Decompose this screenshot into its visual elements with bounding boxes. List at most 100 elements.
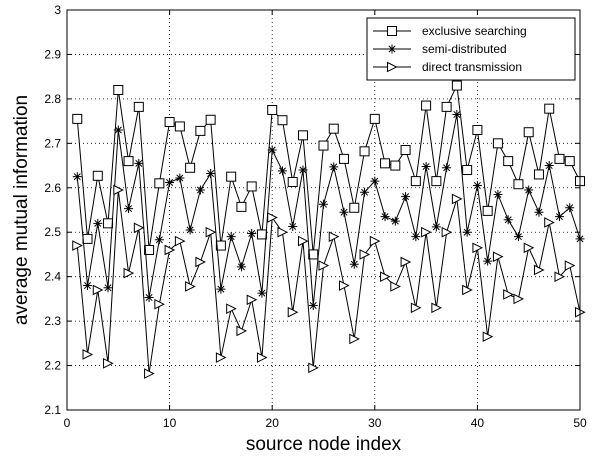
axis-ticks: 0 10 20 30 40 50 2.1 2.2 2.3 2.4 2.5 2.6 2.7 2.8 2.9 3: [44, 3, 587, 430]
data-point: [82, 349, 94, 360]
data-point: [493, 189, 503, 199]
data-point: [195, 125, 206, 136]
data-point: [410, 176, 421, 187]
series-layer: [72, 80, 586, 379]
data-point: [401, 192, 411, 202]
x-tick-label: 30: [368, 416, 382, 430]
data-point: [451, 80, 462, 91]
data-point: [472, 125, 483, 135]
data-point: [472, 242, 484, 254]
data-point: [328, 231, 340, 242]
x-tick-label: 10: [163, 416, 177, 430]
data-point: [247, 229, 257, 239]
data-point: [124, 204, 134, 214]
y-tick-label: 2.5: [44, 225, 61, 239]
data-point: [134, 158, 144, 168]
data-point: [195, 185, 205, 195]
data-point: [431, 176, 442, 187]
series-line: [76, 189, 581, 374]
data-point: [380, 158, 391, 169]
data-point: [462, 284, 473, 296]
legend-label: direct transmission: [422, 60, 522, 74]
data-point: [472, 181, 482, 191]
data-point: [236, 325, 248, 337]
data-point: [113, 85, 124, 95]
data-point: [400, 256, 412, 268]
data-point: [544, 161, 554, 171]
data-point: [554, 212, 564, 222]
series-1: [72, 80, 585, 260]
y-tick-label: 2.2: [44, 359, 61, 373]
data-point: [554, 153, 565, 164]
data-point: [185, 225, 195, 235]
data-point: [483, 256, 493, 266]
data-point: [462, 165, 473, 175]
data-point: [390, 281, 401, 292]
data-point: [165, 177, 175, 187]
data-point: [421, 226, 432, 238]
data-point: [482, 205, 493, 216]
data-point: [411, 232, 421, 242]
data-point: [339, 207, 349, 217]
data-point: [195, 256, 206, 268]
data-point: [421, 161, 431, 171]
data-point: [287, 177, 298, 187]
data-point: [503, 215, 513, 225]
data-point: [215, 240, 226, 251]
data-point: [441, 226, 453, 238]
data-point: [339, 153, 350, 164]
data-point: [123, 156, 134, 167]
data-point: [92, 284, 104, 296]
data-point: [72, 113, 83, 124]
data-point: [154, 235, 164, 245]
data-point: [308, 249, 319, 260]
y-tick-label: 2.8: [44, 92, 61, 106]
data-point: [452, 109, 462, 119]
x-axis-label: source node index: [246, 434, 402, 455]
data-point: [103, 358, 114, 369]
data-point: [72, 172, 82, 182]
legend-marker: [387, 61, 398, 73]
data-point: [513, 293, 525, 305]
data-point: [564, 260, 576, 271]
y-tick-label: 2.4: [44, 270, 61, 284]
x-tick-label: 0: [64, 416, 71, 430]
data-point: [370, 176, 380, 186]
data-point: [246, 181, 257, 192]
data-point: [328, 123, 339, 134]
data-point: [277, 115, 288, 126]
data-point: [360, 187, 370, 197]
data-point: [492, 251, 504, 262]
y-tick-label: 2.1: [44, 403, 61, 417]
data-point: [287, 306, 299, 318]
data-point: [451, 193, 463, 205]
data-point: [185, 162, 196, 173]
data-point: [174, 121, 185, 132]
data-point: [205, 226, 217, 238]
y-tick-label: 2.9: [44, 47, 61, 61]
data-point: [103, 218, 114, 229]
data-point: [534, 207, 544, 217]
data-point: [339, 280, 350, 291]
x-tick-label: 20: [266, 416, 280, 430]
data-point: [524, 185, 534, 195]
data-point: [390, 216, 400, 226]
data-point: [318, 260, 330, 271]
legend-label: semi-distributed: [422, 42, 507, 56]
data-point: [297, 235, 309, 247]
data-point: [523, 242, 535, 254]
series-line: [76, 114, 581, 306]
data-point: [544, 217, 555, 228]
data-point: [308, 301, 318, 311]
data-point: [380, 212, 390, 222]
data-point: [277, 166, 287, 176]
data-point: [226, 303, 237, 314]
data-point: [513, 179, 524, 190]
data-point: [133, 101, 144, 112]
data-point: [492, 138, 503, 149]
data-point: [164, 117, 175, 127]
data-point: [503, 289, 514, 300]
data-point: [154, 178, 165, 189]
plot-frame: [66, 9, 581, 411]
